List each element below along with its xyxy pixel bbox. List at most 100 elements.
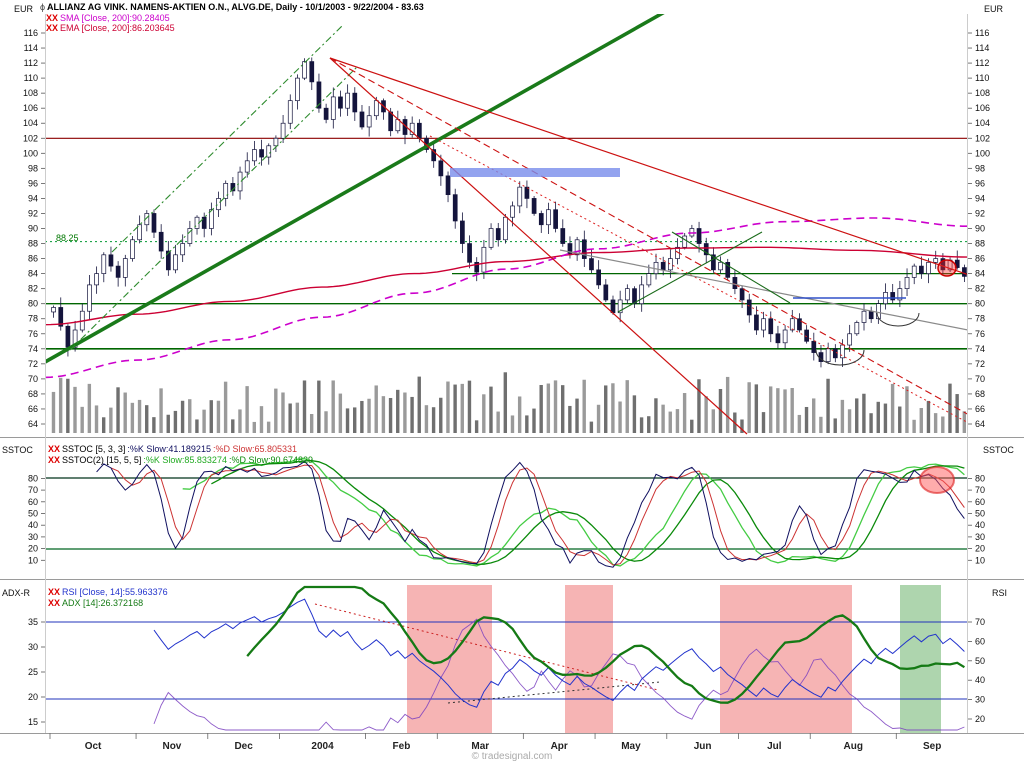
candle-body [754, 314, 759, 331]
candle-body [854, 322, 860, 335]
candle-body [273, 137, 279, 147]
axis-tick-label: Apr [551, 741, 568, 752]
volume-bar [482, 394, 486, 433]
candle-body [266, 145, 272, 158]
axis-tick-label: 25 [28, 667, 38, 677]
volume-bar [661, 404, 665, 433]
indicator-remove-icon[interactable]: XX [46, 13, 59, 23]
candle-body [481, 246, 487, 273]
volume-bar [725, 376, 730, 433]
sstoc-panel[interactable] [45, 458, 968, 568]
axis-tick-label: 76 [28, 329, 38, 339]
axis-tick-label: 20 [28, 544, 38, 554]
indicator-remove-icon[interactable]: XX [48, 598, 61, 608]
price-panel[interactable] [45, 0, 978, 435]
candle-body [223, 183, 229, 199]
volume-bar [231, 419, 235, 433]
candle-body [739, 288, 745, 301]
axis-tick-label: 110 [975, 73, 989, 83]
volume-bar [611, 383, 615, 433]
candle-body [237, 171, 243, 192]
axis-tick-label: 50 [975, 656, 985, 666]
volume-bar [87, 383, 92, 433]
axis-tick-label: 80 [28, 299, 38, 309]
highlight-band [720, 585, 852, 733]
axis-tick-label: 94 [28, 193, 38, 203]
candle-body [431, 149, 437, 162]
highlight-band [565, 585, 613, 733]
candle-body [596, 269, 601, 286]
candle-body [782, 329, 788, 344]
volume-bar [926, 400, 931, 433]
axis-tick-label: 102 [23, 133, 38, 143]
volume-bar [238, 409, 242, 433]
volume-bar [654, 398, 658, 433]
volume-bar [790, 388, 794, 433]
indicator-remove-icon[interactable]: XX [48, 444, 61, 454]
volume-bar [331, 380, 335, 433]
candle-body [259, 149, 264, 158]
candle-body [409, 122, 415, 135]
axis-tick-label: 110 [24, 73, 38, 83]
axis-tick-label: 30 [28, 642, 38, 652]
axis-tick-label: 114 [975, 43, 989, 53]
rsi-panel[interactable] [45, 585, 968, 733]
axis-tick-label: 2004 [311, 741, 334, 752]
volume-bar [467, 380, 472, 433]
volume-bar [668, 411, 672, 433]
volume-bar [345, 408, 350, 433]
volume-bar [618, 401, 622, 433]
candle-body [495, 228, 501, 241]
axis-tick-label: 60 [28, 497, 38, 507]
axis-tick-label: 70 [975, 617, 985, 627]
volume-bar [94, 405, 99, 433]
candle-body [445, 175, 451, 196]
volume-bar [783, 389, 787, 433]
candle-body [919, 265, 924, 274]
highlight-band [407, 585, 492, 733]
axis-tick-label: 108 [23, 88, 38, 98]
candle-body [861, 310, 867, 323]
volume-bar [575, 398, 579, 433]
volume-bar [295, 402, 300, 433]
axis-tick-label: Nov [162, 741, 181, 752]
volume-bar [847, 409, 852, 433]
volume-bar [403, 392, 407, 433]
indicator-remove-icon[interactable]: XX [48, 587, 61, 597]
candle-body [130, 239, 135, 259]
volume-bar [948, 383, 952, 433]
volume-bar [388, 397, 393, 433]
arc-annotation [876, 312, 920, 327]
candle-body [911, 265, 917, 278]
volume-bar [840, 399, 845, 433]
axis-tick-label: 70 [28, 485, 38, 495]
candle-body [746, 299, 752, 316]
indicator-remove-icon[interactable]: XX [46, 23, 59, 33]
volume-bar [252, 421, 256, 433]
candle-body [467, 243, 472, 263]
volume-bar [546, 383, 551, 433]
candle-body [201, 216, 207, 229]
volume-bar [80, 406, 84, 433]
axis-tick-label: 35 [28, 617, 38, 627]
candle-body [503, 216, 508, 241]
highlight-ellipse [919, 466, 955, 494]
candle-body [797, 318, 802, 331]
volume-bar [152, 417, 156, 433]
candle-body [345, 92, 350, 109]
volume-bar [446, 381, 450, 433]
legend-sstoc1-d: :%D Slow:65.805331 [212, 444, 298, 454]
legend-sstoc1-k: :%K Slow:41.189215 [127, 444, 211, 454]
axis-tick-label: 102 [975, 133, 990, 143]
candle-body [926, 261, 931, 274]
axis-tick-label: 100 [975, 148, 990, 158]
indicator-remove-icon[interactable]: XX [48, 455, 61, 465]
volume-bar [381, 396, 386, 433]
volume-bar [396, 389, 400, 433]
volume-bar [962, 411, 967, 433]
sstoc2-d-line [211, 460, 965, 565]
axis-tick-label: 20 [975, 714, 985, 724]
volume-bar [410, 396, 414, 433]
candle-body [316, 81, 322, 109]
